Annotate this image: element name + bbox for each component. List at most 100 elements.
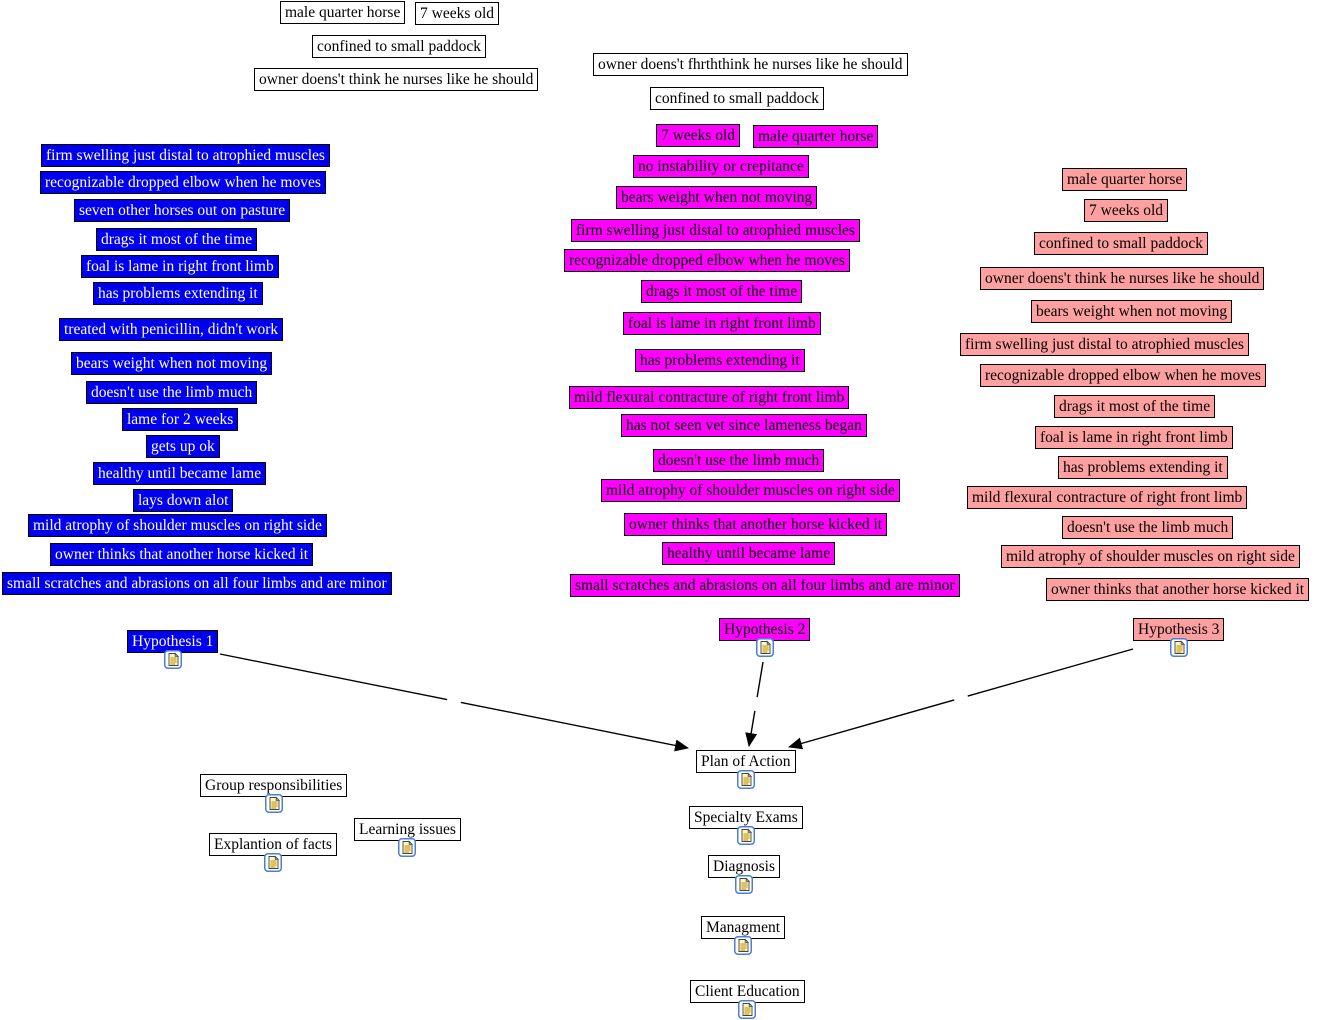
concept-node[interactable]: foal is lame in right front limb: [623, 312, 821, 335]
concept-label: firm swelling just distal to atrophied m…: [46, 147, 325, 164]
concept-node[interactable]: doesn't use the limb much: [653, 449, 825, 472]
concept-node[interactable]: owner doens't think he nurses like he sh…: [254, 68, 539, 91]
concept-label: male quarter horse: [285, 4, 401, 21]
explanation-of-facts-node[interactable]: Explantion of facts: [209, 833, 337, 872]
concept-label: Hypothesis 3: [1138, 621, 1220, 638]
hypothesis-1-node[interactable]: Hypothesis 1: [127, 630, 219, 669]
concept-node[interactable]: has problems extending it: [1058, 456, 1228, 479]
concept-label: confined to small paddock: [317, 38, 481, 55]
resource-document-icon[interactable]: [264, 794, 283, 813]
concept-node[interactable]: foal is lame in right front limb: [81, 255, 279, 278]
diagnosis-node[interactable]: Diagnosis: [708, 855, 780, 894]
concept-label: has problems extending it: [98, 285, 258, 302]
concept-node[interactable]: mild flexural contracture of right front…: [569, 386, 850, 409]
concept-node[interactable]: drags it most of the time: [1054, 395, 1216, 418]
management-node[interactable]: Managment: [701, 916, 786, 955]
concept-label: recognizable dropped elbow when he moves: [45, 174, 321, 191]
concept-label: has problems extending it: [1063, 459, 1223, 476]
concept-node[interactable]: small scratches and abrasions on all fou…: [570, 574, 960, 597]
learning-issues-node[interactable]: Learning issues: [354, 818, 461, 857]
concept-node[interactable]: lame for 2 weeks: [122, 408, 239, 431]
concept-node[interactable]: 7 weeks old: [656, 124, 741, 147]
resource-document-icon[interactable]: [738, 1000, 757, 1019]
concept-node[interactable]: male quarter horse: [1062, 168, 1188, 191]
client-education-node[interactable]: Client Education: [690, 980, 805, 1019]
concept-label: foal is lame in right front limb: [628, 315, 816, 332]
concept-label: treated with penicillin, didn't work: [64, 321, 279, 338]
concept-label: recognizable dropped elbow when he moves: [569, 252, 845, 269]
concept-node[interactable]: seven other horses out on pasture: [74, 199, 291, 222]
concept-node[interactable]: male quarter horse: [753, 125, 879, 148]
concept-node[interactable]: owner doens't fhrththink he nurses like …: [593, 53, 908, 76]
concept-node[interactable]: recognizable dropped elbow when he moves: [564, 249, 850, 272]
concept-node[interactable]: mild atrophy of shoulder muscles on righ…: [601, 479, 900, 502]
resource-document-icon[interactable]: [263, 853, 282, 872]
concept-node[interactable]: small scratches and abrasions on all fou…: [2, 572, 392, 595]
concept-node[interactable]: confined to small paddock: [650, 87, 824, 110]
concept-node[interactable]: bears weight when not moving: [616, 186, 818, 209]
concept-node[interactable]: doesn't use the limb much: [86, 381, 258, 404]
resource-document-icon[interactable]: [163, 650, 182, 669]
concept-label: confined to small paddock: [1039, 235, 1203, 252]
concept-node[interactable]: 7 weeks old: [415, 2, 500, 25]
concept-label: seven other horses out on pasture: [79, 202, 286, 219]
concept-label: 7 weeks old: [1089, 202, 1164, 219]
concept-node[interactable]: treated with penicillin, didn't work: [59, 318, 284, 341]
concept-node[interactable]: mild flexural contracture of right front…: [967, 486, 1248, 509]
concept-node[interactable]: no instability or crepitance: [633, 155, 809, 178]
concept-node[interactable]: owner thinks that another horse kicked i…: [1046, 578, 1310, 601]
resource-document-icon[interactable]: [398, 838, 417, 857]
concept-node[interactable]: bears weight when not moving: [71, 352, 273, 375]
concept-node[interactable]: healthy until became lame: [662, 542, 836, 565]
concept-label: doesn't use the limb much: [91, 384, 253, 401]
hypothesis-3-node[interactable]: Hypothesis 3: [1133, 618, 1225, 657]
resource-document-icon[interactable]: [735, 875, 753, 894]
concept-node[interactable]: mild atrophy of shoulder muscles on righ…: [1001, 545, 1300, 568]
concept-node[interactable]: owner thinks that another horse kicked i…: [50, 543, 314, 566]
concept-node[interactable]: confined to small paddock: [1034, 232, 1208, 255]
concept-node[interactable]: owner thinks that another horse kicked i…: [624, 513, 888, 536]
concept-label: lame for 2 weeks: [127, 411, 234, 428]
concept-node[interactable]: drags it most of the time: [641, 280, 803, 303]
concept-node[interactable]: has problems extending it: [635, 349, 805, 372]
concept-node[interactable]: foal is lame in right front limb: [1035, 426, 1233, 449]
resource-document-icon[interactable]: [1169, 638, 1188, 657]
hypothesis3-to-plan-link: [967, 648, 1134, 697]
concept-label: confined to small paddock: [655, 90, 819, 107]
concept-node[interactable]: recognizable dropped elbow when he moves: [40, 171, 326, 194]
resource-document-icon[interactable]: [736, 826, 755, 845]
concept-node[interactable]: healthy until became lame: [93, 462, 267, 485]
concept-node[interactable]: firm swelling just distal to atrophied m…: [41, 144, 330, 167]
specialty-exams-node[interactable]: Specialty Exams: [689, 806, 803, 845]
concept-node[interactable]: gets up ok: [146, 435, 220, 458]
concept-label: has not seen vet since lameness began: [626, 417, 862, 434]
hypothesis-2-node[interactable]: Hypothesis 2: [719, 618, 811, 657]
resource-document-icon[interactable]: [755, 638, 774, 657]
resource-document-icon[interactable]: [736, 770, 755, 789]
concept-node[interactable]: doesn't use the limb much: [1062, 516, 1234, 539]
resource-document-icon[interactable]: [734, 936, 753, 955]
concept-node[interactable]: owner doens't think he nurses like he sh…: [980, 267, 1265, 290]
concept-node[interactable]: confined to small paddock: [312, 35, 486, 58]
group-responsibilities-node[interactable]: Group responsibilities: [200, 774, 348, 813]
plan-of-action-node[interactable]: Plan of Action: [696, 750, 796, 789]
concept-label: doesn't use the limb much: [1067, 519, 1229, 536]
concept-node[interactable]: has problems extending it: [93, 282, 263, 305]
concept-node[interactable]: male quarter horse: [280, 1, 406, 24]
concept-node[interactable]: recognizable dropped elbow when he moves: [980, 364, 1266, 387]
concept-node[interactable]: has not seen vet since lameness began: [621, 414, 867, 437]
concept-label: healthy until became lame: [98, 465, 262, 482]
concept-label: owner doens't think he nurses like he sh…: [259, 71, 534, 88]
concept-node[interactable]: bears weight when not moving: [1031, 300, 1233, 323]
concept-label: Plan of Action: [701, 753, 791, 770]
concept-node[interactable]: firm swelling just distal to atrophied m…: [571, 219, 860, 242]
concept-node[interactable]: 7 weeks old: [1084, 199, 1169, 222]
hypothesis2-to-plan-link: [745, 710, 758, 747]
concept-label: firm swelling just distal to atrophied m…: [576, 222, 855, 239]
concept-node[interactable]: mild atrophy of shoulder muscles on righ…: [28, 514, 327, 537]
concept-node[interactable]: firm swelling just distal to atrophied m…: [960, 333, 1249, 356]
concept-label: mild atrophy of shoulder muscles on righ…: [606, 482, 895, 499]
concept-node[interactable]: lays down alot: [133, 489, 234, 512]
concept-node[interactable]: drags it most of the time: [96, 228, 258, 251]
concept-label: bears weight when not moving: [76, 355, 268, 372]
